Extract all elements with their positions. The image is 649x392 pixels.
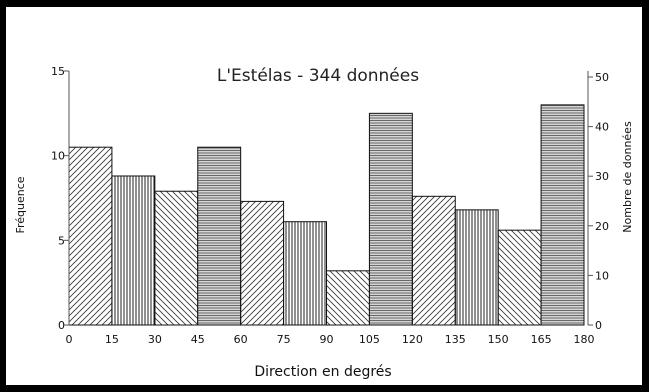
- y-tick-label-15: 15: [51, 65, 65, 78]
- y-axis-label: Fréquence: [14, 176, 27, 233]
- bar-60-75: [240, 200, 285, 326]
- x-tick-label-165: 165: [531, 333, 552, 346]
- x-tick-label-45: 45: [191, 333, 205, 346]
- x-tick-label-135: 135: [445, 333, 466, 346]
- x-tick-label-0: 0: [66, 333, 73, 346]
- y-tick-label-5: 5: [58, 234, 65, 247]
- x-tick-label-120: 120: [402, 333, 423, 346]
- x-tick-label-15: 15: [105, 333, 119, 346]
- y-right-tick-label-40: 40: [595, 121, 609, 134]
- chart-title: L'Estélas - 344 données: [217, 66, 419, 86]
- bar-150-165: [497, 229, 542, 326]
- y-axis-right-label: Nombre de données: [621, 121, 634, 233]
- y-tick-label-10: 10: [51, 150, 65, 163]
- y-right-tick-label-20: 20: [595, 220, 609, 233]
- x-tick-label-105: 105: [359, 333, 380, 346]
- bar-90-105: [326, 270, 370, 326]
- x-tick-label-30: 30: [148, 333, 162, 346]
- bar-45-60: [197, 146, 242, 326]
- y-tick-label-0: 0: [58, 319, 65, 332]
- bar-120-135: [411, 195, 456, 326]
- y-right-tick-label-30: 30: [595, 170, 609, 183]
- bar-135-150: [454, 209, 499, 326]
- bar-0-15: [68, 146, 113, 326]
- bar-30-45: [154, 190, 199, 326]
- bar-15-30: [111, 175, 156, 326]
- chart-panel: 0 5 10 15 0 10 20 30 40 50 0 15 30 45 60 75 90 105 120 135 1…: [6, 7, 642, 385]
- x-tick-label-150: 150: [488, 333, 509, 346]
- bar-105-120: [368, 112, 413, 326]
- x-tick-label-60: 60: [234, 333, 248, 346]
- bar-75-90: [283, 221, 328, 326]
- x-tick-label-90: 90: [320, 333, 334, 346]
- y-right-tick-label-10: 10: [595, 269, 609, 282]
- bar-165-180: [540, 104, 585, 326]
- x-axis-label: Direction en degrés: [254, 364, 391, 380]
- x-tick-label-75: 75: [277, 333, 291, 346]
- y-right-tick-label-0: 0: [595, 319, 602, 332]
- x-tick-label-180: 180: [574, 333, 595, 346]
- bars-layer: [68, 104, 585, 326]
- y-right-tick-label-50: 50: [595, 71, 609, 84]
